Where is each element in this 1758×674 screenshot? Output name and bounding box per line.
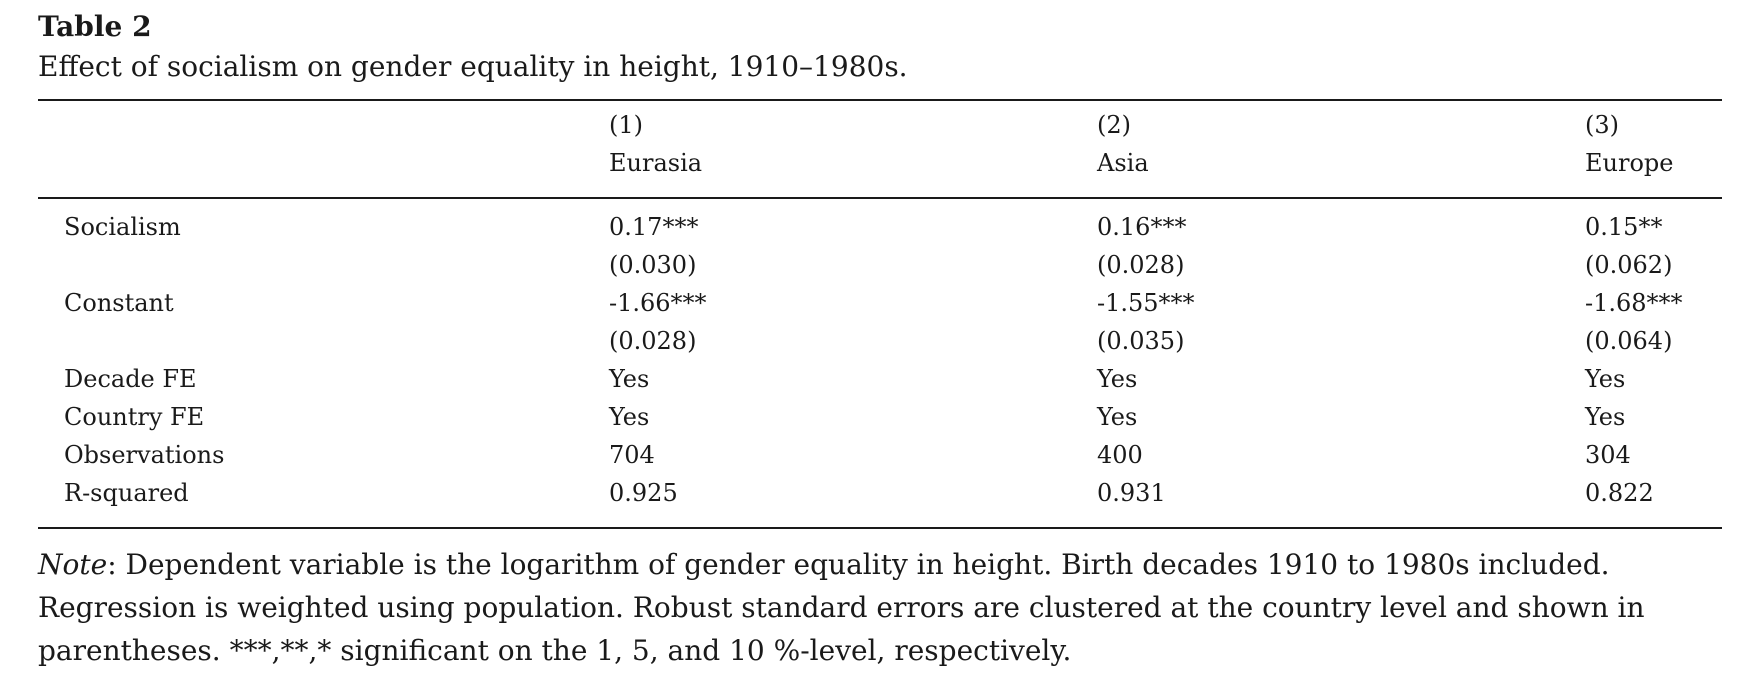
note-label: Note — [38, 548, 108, 581]
column-number: (3) — [1585, 111, 1619, 139]
table-body: Socialism 0.17*** 0.16*** 0.15** (0.030)… — [38, 199, 1722, 527]
table-cell: Yes — [1097, 365, 1138, 393]
table-cell: -1.55*** — [1097, 289, 1195, 317]
table-cell: 0.17*** — [609, 213, 699, 241]
table-label: Table 2 — [38, 10, 152, 43]
table-cell: Yes — [609, 403, 650, 431]
table-cell: 0.931 — [1097, 479, 1166, 507]
row-label: Constant — [64, 289, 174, 317]
row-label: Socialism — [64, 213, 181, 241]
table-row: (0.030) (0.028) (0.062) — [38, 246, 1722, 284]
table-cell: (0.028) — [609, 327, 697, 355]
table-cell: -1.66*** — [609, 289, 707, 317]
column-name: Eurasia — [609, 149, 703, 177]
table-cell: Yes — [1097, 403, 1138, 431]
column-number: (1) — [609, 111, 643, 139]
table-note: Note: Dependent variable is the logarith… — [38, 543, 1722, 672]
note-text: : Dependent variable is the logarithm of… — [38, 548, 1645, 667]
bottom-rule — [38, 527, 1722, 529]
table-cell: 0.16*** — [1097, 213, 1187, 241]
table-cell: -1.68*** — [1585, 289, 1683, 317]
row-label: Country FE — [64, 403, 205, 431]
table-cell: (0.064) — [1585, 327, 1673, 355]
table-row: Country FE Yes Yes Yes — [38, 398, 1722, 436]
table-cell: Yes — [1585, 365, 1626, 393]
table-cell: (0.062) — [1585, 251, 1673, 279]
table-cell: 0.925 — [609, 479, 678, 507]
table-cell: 400 — [1097, 441, 1143, 469]
table-row: (0.028) (0.035) (0.064) — [38, 322, 1722, 360]
header-rule — [38, 197, 1722, 199]
table-cell: 304 — [1585, 441, 1631, 469]
table-row: Constant -1.66*** -1.55*** -1.68*** — [38, 284, 1722, 322]
column-name: Europe — [1585, 149, 1674, 177]
table-cell: 704 — [609, 441, 655, 469]
table-row: Decade FE Yes Yes Yes — [38, 360, 1722, 398]
row-label: Decade FE — [64, 365, 197, 393]
column-number: (2) — [1097, 111, 1131, 139]
table-cell: Yes — [609, 365, 650, 393]
row-label: Observations — [64, 441, 225, 469]
table-container: Table 2 Effect of socialism on gender eq… — [38, 8, 1722, 672]
row-label: R-squared — [64, 479, 189, 507]
table-caption: Effect of socialism on gender equality i… — [38, 50, 908, 83]
table-cell: Yes — [1585, 403, 1626, 431]
column-name: Asia — [1097, 149, 1149, 177]
table-row: R-squared 0.925 0.931 0.822 — [38, 474, 1722, 512]
table-row: Observations 704 400 304 — [38, 436, 1722, 474]
table-header: (1) Eurasia (2) Asia (3) Europe — [38, 101, 1722, 197]
top-rule — [38, 99, 1722, 101]
table-cell: (0.030) — [609, 251, 697, 279]
table-row: Socialism 0.17*** 0.16*** 0.15** — [38, 208, 1722, 246]
table-cell: (0.028) — [1097, 251, 1185, 279]
table-cell: 0.15** — [1585, 213, 1663, 241]
table-cell: 0.822 — [1585, 479, 1654, 507]
table-cell: (0.035) — [1097, 327, 1185, 355]
